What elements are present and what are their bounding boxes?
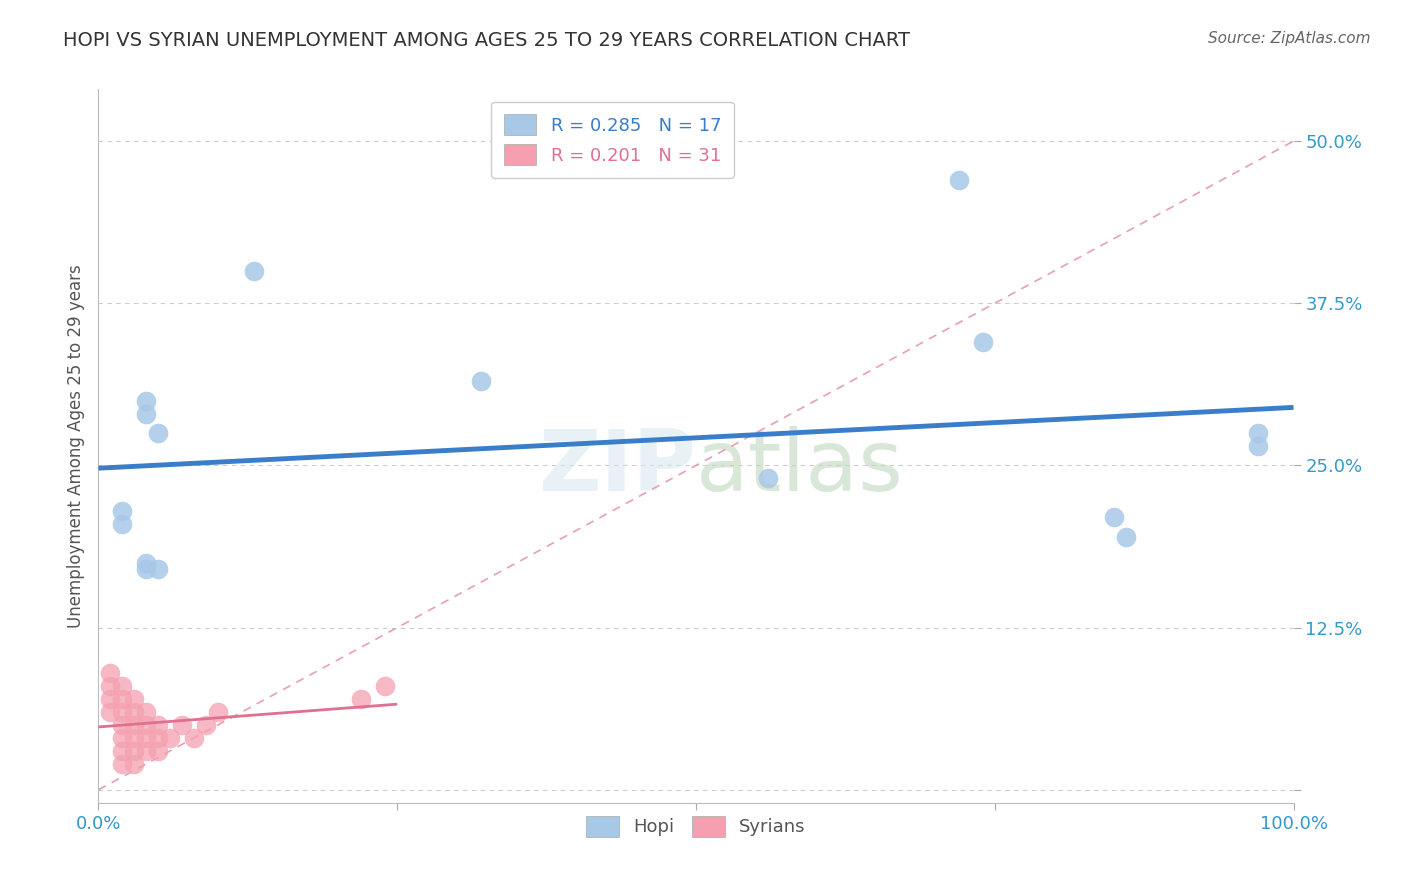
Point xyxy=(135,393,157,408)
Point xyxy=(470,374,492,388)
Point xyxy=(124,718,146,732)
Point xyxy=(124,756,146,771)
Point xyxy=(111,731,134,745)
Text: ZIP: ZIP xyxy=(538,425,696,509)
Point xyxy=(148,562,170,576)
Point xyxy=(135,562,157,576)
Point xyxy=(135,407,157,421)
Point xyxy=(183,731,205,745)
Point xyxy=(159,731,181,745)
Point xyxy=(148,731,170,745)
Point xyxy=(124,731,146,745)
Point xyxy=(98,705,122,719)
Point xyxy=(195,718,218,732)
Legend: Hopi, Syrians: Hopi, Syrians xyxy=(579,808,813,844)
Point xyxy=(756,471,779,485)
Point xyxy=(135,744,157,758)
Point xyxy=(111,679,134,693)
Point xyxy=(135,718,157,732)
Y-axis label: Unemployment Among Ages 25 to 29 years: Unemployment Among Ages 25 to 29 years xyxy=(66,264,84,628)
Point xyxy=(207,705,229,719)
Point xyxy=(1247,425,1270,440)
Point xyxy=(948,173,970,187)
Text: HOPI VS SYRIAN UNEMPLOYMENT AMONG AGES 25 TO 29 YEARS CORRELATION CHART: HOPI VS SYRIAN UNEMPLOYMENT AMONG AGES 2… xyxy=(63,31,910,50)
Point xyxy=(374,679,396,693)
Point xyxy=(98,679,122,693)
Point xyxy=(1104,510,1126,524)
Point xyxy=(135,705,157,719)
Point xyxy=(972,335,994,350)
Point xyxy=(135,731,157,745)
Point xyxy=(111,504,134,518)
Point xyxy=(135,556,157,570)
Point xyxy=(111,692,134,706)
Point xyxy=(98,692,122,706)
Point xyxy=(111,705,134,719)
Point xyxy=(124,744,146,758)
Point xyxy=(148,718,170,732)
Point xyxy=(111,516,134,531)
Text: atlas: atlas xyxy=(696,425,904,509)
Point xyxy=(1115,530,1137,544)
Point xyxy=(148,425,170,440)
Point xyxy=(124,705,146,719)
Point xyxy=(1247,439,1270,453)
Point xyxy=(111,756,134,771)
Point xyxy=(111,718,134,732)
Point xyxy=(124,692,146,706)
Point xyxy=(98,666,122,681)
Text: Source: ZipAtlas.com: Source: ZipAtlas.com xyxy=(1208,31,1371,46)
Point xyxy=(148,744,170,758)
Point xyxy=(350,692,373,706)
Point xyxy=(172,718,194,732)
Point xyxy=(111,744,134,758)
Point xyxy=(243,264,266,278)
